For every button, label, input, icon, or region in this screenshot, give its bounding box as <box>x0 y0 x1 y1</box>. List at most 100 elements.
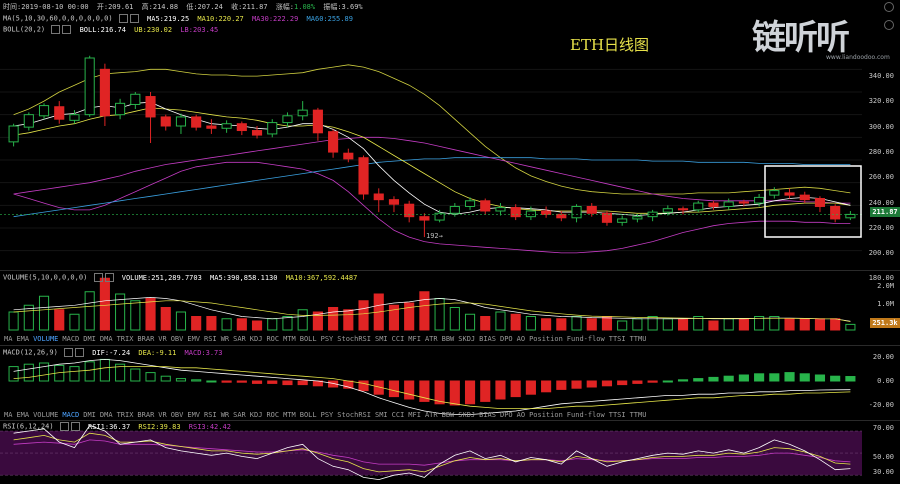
collapse-icon[interactable] <box>884 20 894 30</box>
tab-ttsi[interactable]: TTSI <box>608 411 626 419</box>
volume-bar <box>221 318 232 331</box>
tab-roc[interactable]: ROC <box>266 335 280 343</box>
tab-stochrsi[interactable]: StochRSI <box>337 335 371 343</box>
tab-ma[interactable]: MA <box>4 335 13 343</box>
tab-cci[interactable]: CCI <box>391 335 405 343</box>
tab-brar[interactable]: BRAR <box>137 411 155 419</box>
tab-psy[interactable]: PSY <box>320 335 334 343</box>
tab-dma[interactable]: DMA <box>99 335 113 343</box>
eye-icon[interactable] <box>93 273 103 282</box>
tab-skdj[interactable]: SKDJ <box>458 411 476 419</box>
tab-mtm[interactable]: MTM <box>283 411 296 419</box>
eye-icon[interactable] <box>51 25 61 34</box>
tab-obv[interactable]: OBV <box>170 411 184 419</box>
eye-icon[interactable] <box>59 422 69 431</box>
tab-cci[interactable]: CCI <box>391 411 405 419</box>
boll-lower-line <box>13 161 851 254</box>
settings-icon[interactable] <box>70 422 80 431</box>
tab-brar[interactable]: BRAR <box>137 335 155 343</box>
tab-vr[interactable]: VR <box>158 411 167 419</box>
tab-roc[interactable]: ROC <box>266 411 280 419</box>
tab-kdj[interactable]: KDJ <box>249 411 263 419</box>
info-line: 时间:2019-08-10 00:00 开:209.61 高:214.88 低:… <box>3 3 363 12</box>
tab-ao[interactable]: AO <box>516 335 526 343</box>
tab-smi[interactable]: SMI <box>374 335 388 343</box>
tab-ao[interactable]: AO <box>516 411 526 419</box>
collapse-icon[interactable] <box>884 2 894 12</box>
tab-ttmu[interactable]: TTMU <box>629 411 647 419</box>
tab-rsi[interactable]: RSI <box>204 335 217 343</box>
tab-volume[interactable]: VOLUME <box>33 335 59 343</box>
tab-trix[interactable]: TRIX <box>116 335 134 343</box>
tab-sar[interactable]: SAR <box>233 335 246 343</box>
eye-icon[interactable] <box>118 14 128 23</box>
tab-smi[interactable]: SMI <box>374 411 388 419</box>
candle-body <box>175 116 187 127</box>
settings-icon[interactable] <box>75 348 85 357</box>
macd-dif-value: DIF:-7.24 <box>92 348 131 357</box>
settings-icon[interactable] <box>62 25 72 34</box>
candle-body <box>449 205 460 214</box>
tab-bbw[interactable]: BBW <box>441 335 455 343</box>
tab-position[interactable]: Position <box>529 411 563 419</box>
tab-psy[interactable]: PSY <box>320 411 334 419</box>
eye-icon[interactable] <box>64 348 74 357</box>
tab-dpo[interactable]: DPO <box>499 411 513 419</box>
tab-ema[interactable]: EMA <box>16 335 30 343</box>
tab-fund-flow[interactable]: Fund-flow <box>566 411 605 419</box>
volume-ma10-line <box>13 300 851 323</box>
volume-bar <box>754 316 765 331</box>
tab-kdj[interactable]: KDJ <box>249 335 263 343</box>
tab-atr[interactable]: ATR <box>424 335 438 343</box>
tab-fund-flow[interactable]: Fund-flow <box>566 335 605 343</box>
tab-trix[interactable]: TRIX <box>116 411 134 419</box>
boll-upper-line <box>13 64 851 195</box>
tab-wr[interactable]: WR <box>220 411 230 419</box>
volume-axis-2m: 2.0M <box>877 282 894 290</box>
tab-wr[interactable]: WR <box>220 335 230 343</box>
tab-mfi[interactable]: MFI <box>408 335 421 343</box>
macd-axis-0: 0.00 <box>877 377 894 385</box>
settings-icon[interactable] <box>104 273 114 282</box>
tab-position[interactable]: Position <box>529 335 563 343</box>
tab-mfi[interactable]: MFI <box>408 411 421 419</box>
tab-boll[interactable]: BOLL <box>299 411 317 419</box>
tab-obv[interactable]: OBV <box>170 335 184 343</box>
tab-rsi[interactable]: RSI <box>204 411 217 419</box>
tab-bias[interactable]: BIAS <box>479 335 496 343</box>
macd-bar <box>510 380 521 398</box>
tab-bias[interactable]: BIAS <box>479 411 496 419</box>
price-axis-label: 260.00 <box>868 173 894 182</box>
tab-dpo[interactable]: DPO <box>499 335 513 343</box>
tab-macd[interactable]: MACD <box>62 335 80 343</box>
tab-sar[interactable]: SAR <box>233 411 246 419</box>
tab-emv[interactable]: EMV <box>187 335 201 343</box>
tab-boll[interactable]: BOLL <box>299 335 317 343</box>
settings-icon[interactable] <box>129 14 139 23</box>
volume-bar <box>464 313 476 331</box>
price-axis-label: 220.00 <box>868 223 894 232</box>
volume-bar <box>145 298 156 331</box>
tab-ttsi[interactable]: TTSI <box>608 335 626 343</box>
tab-emv[interactable]: EMV <box>187 411 201 419</box>
tab-vr[interactable]: VR <box>158 335 167 343</box>
tab-mtm[interactable]: MTM <box>283 335 296 343</box>
tab-ma[interactable]: MA <box>4 411 13 419</box>
candle-body <box>69 114 80 121</box>
volume-ma5-value: MA5:390,858.1130 <box>210 273 278 282</box>
tab-ema[interactable]: EMA <box>16 411 30 419</box>
tab-macd[interactable]: MACD <box>62 411 80 419</box>
tab-ttmu[interactable]: TTMU <box>629 335 647 343</box>
tab-stochrsi[interactable]: StochRSI <box>337 411 371 419</box>
tab-skdj[interactable]: SKDJ <box>458 335 476 343</box>
tab-volume[interactable]: VOLUME <box>33 411 59 419</box>
tab-dmi[interactable]: DMI <box>83 411 96 419</box>
candle-body <box>343 152 354 160</box>
tab-dma[interactable]: DMA <box>99 411 113 419</box>
tab-dmi[interactable]: DMI <box>83 335 96 343</box>
tab-bbw[interactable]: BBW <box>441 411 455 419</box>
tab-atr[interactable]: ATR <box>424 411 438 419</box>
macd-bar <box>297 380 308 386</box>
candle-body <box>571 205 582 219</box>
